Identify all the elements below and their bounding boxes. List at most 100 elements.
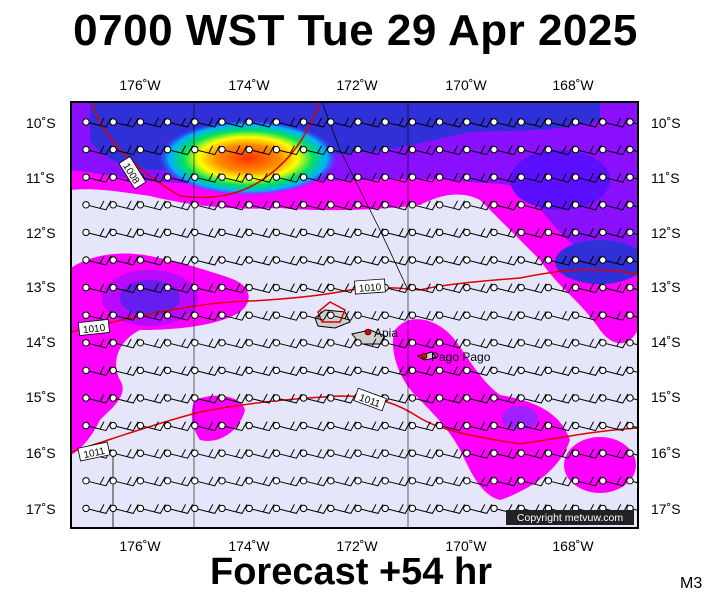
wind-barb — [439, 448, 466, 459]
wind-station-circle — [599, 145, 607, 154]
wind-station-circle — [245, 504, 253, 513]
isobar-label: 1011 — [83, 446, 107, 461]
wind-station-circle — [82, 145, 90, 154]
wind-barb — [276, 145, 302, 156]
wind-barb — [521, 255, 547, 266]
wind-station-circle — [354, 311, 362, 319]
lon-label: 174˚W — [228, 538, 270, 554]
wind-station-circle — [354, 256, 362, 264]
wind-station-circle — [435, 339, 444, 347]
wind-station-circle — [517, 118, 525, 126]
wind-station-circle — [517, 201, 525, 209]
wind-station-circle — [354, 201, 362, 209]
wind-station-circle — [571, 477, 580, 485]
wind-station-circle — [381, 366, 389, 375]
wind-station-circle — [544, 228, 553, 237]
wind-barb — [249, 283, 275, 294]
wind-barb — [167, 200, 194, 211]
map-frame — [70, 101, 639, 529]
wind-barb — [357, 448, 384, 459]
wind-station-circle — [490, 256, 498, 264]
wind-barb — [113, 283, 139, 294]
wind-barb — [629, 259, 638, 263]
forecast-label: Forecast +54 hr — [210, 551, 492, 593]
wind-station-circle — [354, 118, 362, 126]
wind-barb — [602, 145, 629, 156]
wind-barb — [249, 476, 275, 487]
wind-barb — [548, 228, 574, 238]
wind-station-circle — [463, 118, 471, 126]
lon-axis-top: 176˚W 174˚W 172˚W 170˚W 168˚W — [119, 77, 594, 93]
wind-barb — [602, 448, 629, 459]
wind-barb — [629, 287, 638, 291]
wind-barb — [357, 117, 384, 128]
wind-barb — [140, 145, 166, 156]
wind-station-circle — [599, 394, 607, 402]
wind-station-circle — [626, 283, 634, 292]
wind-station-circle — [626, 145, 634, 154]
wind-barb — [412, 504, 438, 514]
wind-station-circle — [571, 256, 580, 264]
wind-station-circle — [327, 477, 335, 485]
wind-barb — [439, 255, 466, 266]
wind-station-circle — [517, 311, 525, 319]
wind-barb — [575, 228, 602, 238]
wind-station-circle — [408, 118, 417, 126]
wind-barb — [466, 145, 493, 156]
wind-barb — [194, 228, 221, 238]
wind-barb — [493, 366, 520, 376]
wind-station-circle — [163, 283, 172, 292]
wind-barb — [167, 228, 194, 238]
wind-barb — [140, 200, 166, 211]
wind-barb — [548, 117, 574, 128]
wind-barb — [521, 283, 547, 294]
wind-station-circle — [218, 366, 226, 375]
wind-station-circle — [599, 118, 607, 126]
wind-barb — [439, 117, 466, 128]
wind-station-circle — [163, 256, 172, 264]
wind-station-circle — [109, 118, 117, 126]
wind-station-circle — [136, 366, 145, 375]
wind-station-circle — [163, 366, 172, 375]
wind-barb — [575, 338, 602, 349]
wind-station-circle — [163, 145, 172, 154]
wind-barb — [521, 476, 547, 487]
wind-station-circle — [109, 339, 117, 347]
wind-station-circle — [327, 256, 335, 264]
wind-barb — [303, 145, 330, 156]
wind-barb — [412, 228, 438, 238]
wind-station-circle — [571, 173, 580, 181]
wind-barb — [493, 200, 520, 211]
wind-barb — [140, 393, 166, 404]
wind-station-circle — [463, 228, 471, 237]
wind-barb — [439, 504, 466, 514]
wind-station-circle — [327, 339, 335, 347]
wind-station-circle — [163, 311, 172, 319]
wind-barb — [521, 145, 547, 156]
wind-station-circle — [327, 449, 335, 457]
wind-station-circle — [218, 228, 226, 237]
wind-barb — [602, 476, 629, 487]
wind-station-circle — [490, 394, 498, 402]
wind-station-circle — [571, 421, 580, 430]
wind-barb — [330, 145, 357, 156]
lat-label: 15˚S — [651, 389, 681, 405]
wind-station-circle — [109, 366, 117, 375]
wind-station-circle — [544, 201, 553, 209]
wind-barb — [575, 255, 602, 266]
wind-station-circle — [327, 394, 335, 402]
wind-barb — [167, 145, 194, 156]
wind-station-circle — [245, 228, 253, 237]
wind-barb — [140, 476, 166, 487]
wind-barb — [194, 145, 221, 156]
wind-station-circle — [408, 477, 417, 485]
wind-barb — [330, 172, 357, 183]
wind-station-circle — [136, 311, 145, 319]
wind-station-circle — [463, 256, 471, 264]
wind-station-circle — [109, 421, 117, 430]
wind-barb — [140, 172, 166, 183]
wind-station-circle — [272, 256, 281, 264]
lon-label: 168˚W — [552, 77, 594, 93]
wind-station-circle — [82, 256, 90, 264]
wind-barb — [439, 421, 466, 432]
